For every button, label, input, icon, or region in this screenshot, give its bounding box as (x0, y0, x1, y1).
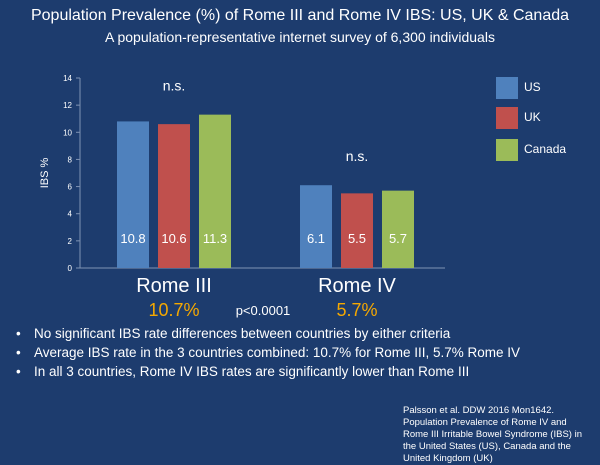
legend-swatch-canada (496, 139, 518, 161)
y-tick-label: 4 (68, 210, 73, 219)
bullet-icon: • (16, 326, 21, 341)
bar-canada-rome-iv (382, 190, 414, 268)
bar-value-label: 11.3 (203, 231, 227, 246)
category-average-label: 10.7% (148, 300, 199, 320)
x-category-label: Rome IV (318, 275, 396, 297)
bar-value-label: 10.6 (161, 231, 186, 246)
y-tick-label: 2 (68, 237, 73, 246)
y-tick-label: 8 (68, 155, 73, 164)
category-average-label: 5.7% (336, 300, 377, 320)
bar-us-rome-iii (117, 121, 149, 268)
bullet-text: No significant IBS rate differences betw… (34, 326, 451, 341)
bullet-item: • Average IBS rate in the 3 countries com… (14, 343, 520, 362)
slide-title: Population Prevalence (%) of Rome III an… (30, 7, 570, 24)
bar-canada-rome-iii (199, 114, 231, 269)
bar-uk-rome-iii (158, 124, 190, 269)
legend-swatch-us (496, 77, 518, 99)
slide: Population Prevalence (%) of Rome III an… (14, 7, 582, 464)
slide-subtitle: A population-representative internet sur… (105, 29, 495, 45)
bar-uk-rome-iv (341, 193, 373, 268)
bar-chart: 0 2 4 6 8 10 12 14 IBS % 10.8 10.6 11.3 n.s. Rome III… (39, 74, 445, 320)
bar-us-rome-iv (300, 185, 332, 268)
significance-annotation: n.s. (163, 78, 186, 94)
legend-label-us: US (524, 80, 541, 94)
bar-value-label: 10.8 (120, 231, 145, 246)
bullet-icon: • (16, 345, 21, 360)
bullet-item: • In all 3 countries, Rome IV IBS rates a… (14, 362, 520, 381)
y-tick-label: 0 (68, 264, 73, 273)
bullet-text: In all 3 countries, Rome IV IBS rates ar… (34, 364, 470, 379)
bar-value-label: 5.5 (348, 231, 366, 246)
y-tick-label: 6 (68, 183, 73, 192)
y-tick-label: 12 (63, 101, 72, 110)
y-tick-label: 10 (63, 128, 72, 137)
p-value-label: p<0.0001 (236, 303, 291, 318)
legend-label-canada: Canada (524, 142, 567, 156)
x-category-label: Rome III (136, 275, 212, 297)
legend-swatch-uk (496, 107, 518, 129)
legend-label-uk: UK (524, 110, 541, 124)
bar-value-label: 5.7 (389, 231, 407, 246)
bullet-item: • No significant IBS rate differences bet… (14, 324, 520, 343)
y-tick-label: 14 (63, 74, 72, 83)
significance-annotation: n.s. (346, 148, 369, 164)
bullet-list: • No significant IBS rate differences bet… (14, 324, 520, 381)
citation-text: Palsson et al. DDW 2016 Mon1642. Populat… (403, 405, 582, 464)
y-axis-label: IBS % (39, 158, 51, 189)
bullet-text: Average IBS rate in the 3 countries comb… (34, 345, 520, 360)
bullet-icon: • (16, 364, 21, 379)
bar-value-label: 6.1 (307, 231, 325, 246)
